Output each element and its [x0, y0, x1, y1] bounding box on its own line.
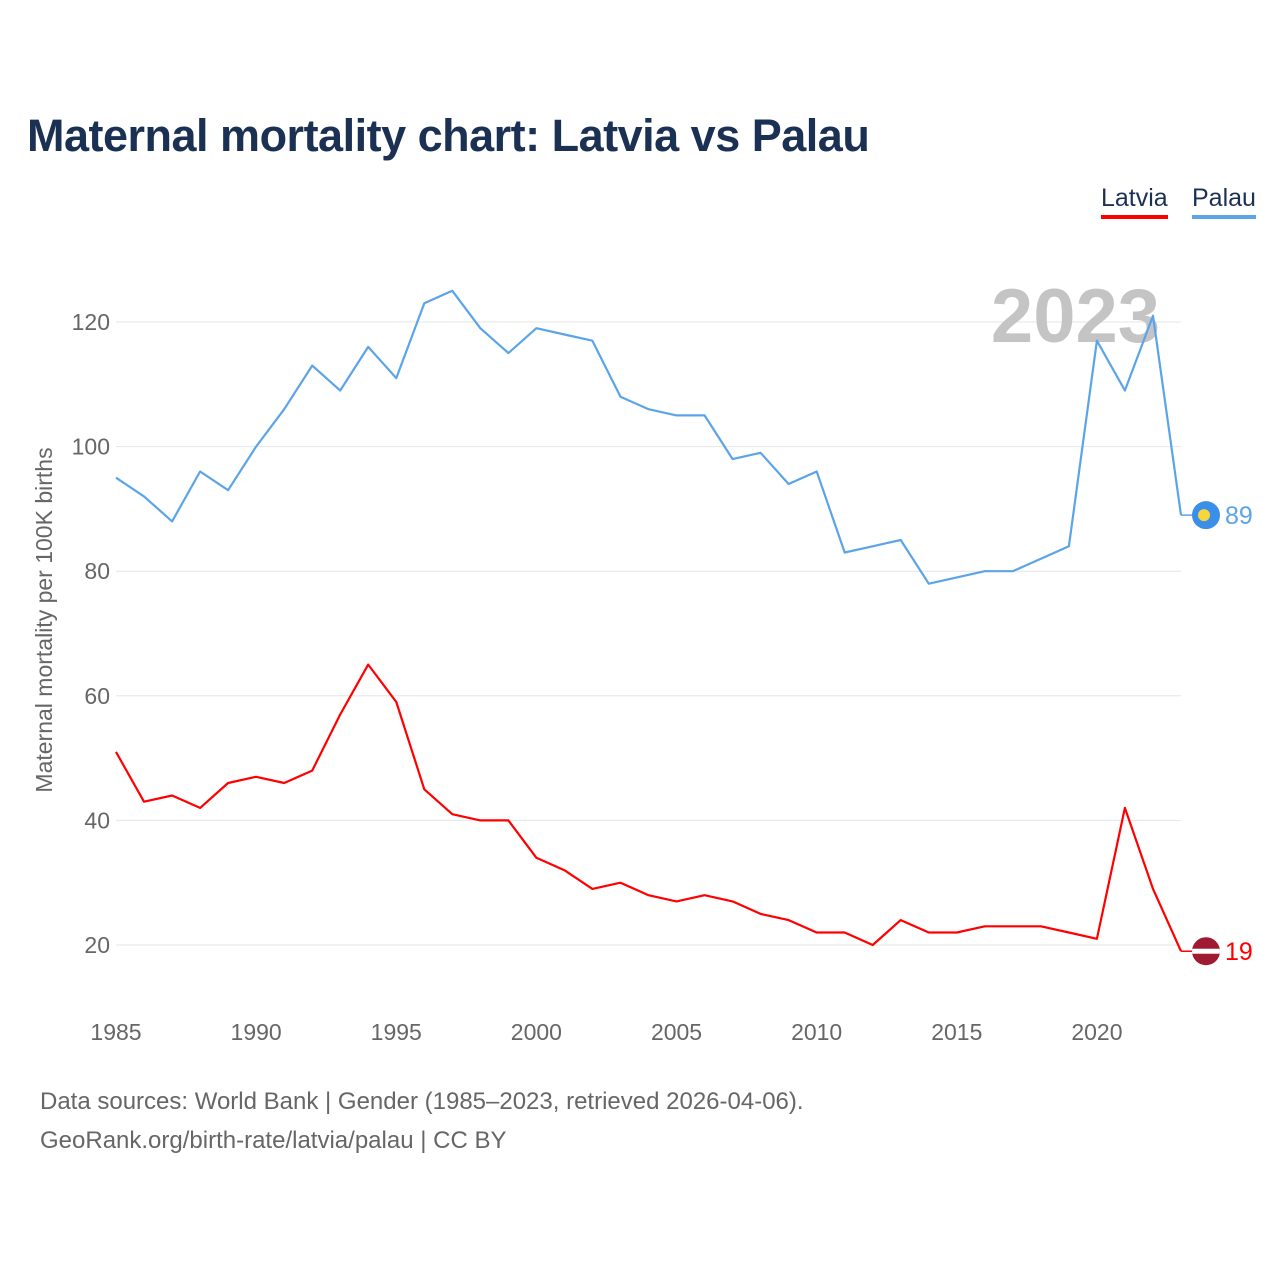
x-tick-label: 1990	[231, 1019, 282, 1045]
end-value-label-palau: 89	[1225, 502, 1253, 530]
y-tick-label: 20	[84, 932, 110, 958]
flag-latvia-stripes	[1192, 937, 1220, 966]
flag-palau-disc	[1198, 509, 1210, 522]
x-tick-label: 2020	[1071, 1019, 1122, 1045]
x-tick-label: 2005	[651, 1019, 702, 1045]
x-tick-label: 2015	[931, 1019, 982, 1045]
series-line-palau	[115, 289, 1183, 585]
y-tick-label: 120	[72, 309, 110, 335]
x-tick-label: 1985	[90, 1019, 141, 1045]
end-value-label-latvia: 19	[1225, 938, 1253, 966]
x-tick-label: 1995	[371, 1019, 422, 1045]
footer-link[interactable]: GeoRank.org/birth-rate/latvia/palau | CC…	[40, 1127, 507, 1154]
year-watermark: 2023	[991, 274, 1160, 359]
legend-palau[interactable]: Palau	[1192, 184, 1256, 219]
flag-latvia-icon	[1192, 937, 1220, 966]
y-tick-label: 60	[84, 683, 110, 709]
x-tick-label: 2000	[511, 1019, 562, 1045]
series-line-latvia	[115, 663, 1183, 952]
legend-latvia[interactable]: Latvia	[1101, 184, 1168, 219]
chart-title: Maternal mortality chart: Latvia vs Pala…	[27, 110, 870, 161]
x-tick-label: 2010	[791, 1019, 842, 1045]
y-axis-label: Maternal mortality per 100K births	[31, 447, 57, 792]
flag-stripe-white	[1192, 948, 1220, 954]
y-tick-label: 100	[72, 434, 110, 460]
y-tick-label: 40	[84, 807, 110, 833]
flag-palau-icon	[1192, 501, 1220, 530]
y-tick-label: 80	[84, 558, 110, 584]
footer-sources: Data sources: World Bank | Gender (1985–…	[40, 1088, 804, 1115]
